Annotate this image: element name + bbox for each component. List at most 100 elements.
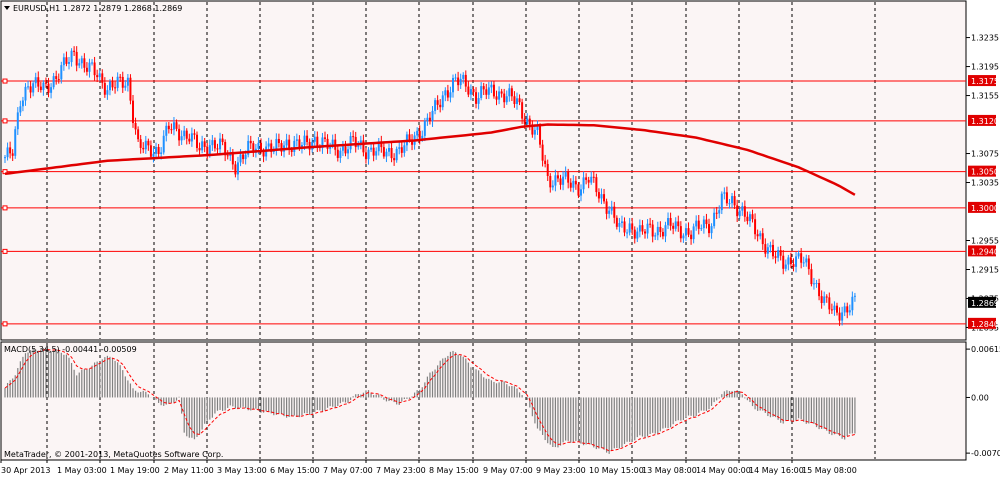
candle-body bbox=[674, 221, 677, 229]
candle-body bbox=[705, 219, 708, 225]
candle-body bbox=[564, 171, 567, 177]
main-chart-area[interactable] bbox=[0, 0, 967, 341]
candle-body bbox=[518, 98, 521, 103]
horizontal-level-lines[interactable] bbox=[1, 78, 966, 327]
candle-body bbox=[234, 164, 237, 175]
macd-tick-label: 0.00615 bbox=[971, 345, 1000, 354]
candle-body bbox=[436, 100, 439, 105]
candle-body bbox=[44, 82, 47, 84]
candle-body bbox=[467, 86, 470, 95]
candle-body bbox=[147, 140, 150, 146]
candle-body bbox=[126, 77, 129, 86]
candle-body bbox=[690, 234, 693, 240]
time-axis: 30 Apr 2013 1 May 03:00 1 May 19:00 2 May 1… bbox=[0, 460, 857, 475]
candle-body bbox=[29, 86, 32, 93]
candle-body bbox=[196, 134, 198, 149]
candle-body bbox=[487, 87, 490, 95]
candle-body bbox=[795, 256, 798, 267]
level-price-text: 1.3175 bbox=[971, 77, 999, 86]
candle-body bbox=[820, 296, 823, 304]
candle-body bbox=[70, 50, 73, 63]
time-label: 7 May 23:00 bbox=[376, 466, 426, 475]
price-tick-label: 1.3235 bbox=[971, 34, 999, 43]
level-price-box bbox=[968, 75, 996, 87]
candle-body bbox=[485, 89, 488, 95]
candle-body bbox=[551, 185, 554, 188]
candle-body bbox=[339, 150, 342, 158]
candle-body bbox=[738, 210, 741, 217]
level-price-text: 1.3120 bbox=[971, 117, 999, 126]
candle-body bbox=[423, 120, 426, 136]
chart-menu-arrow-icon[interactable] bbox=[4, 6, 10, 10]
candle-body bbox=[597, 192, 600, 199]
candle-body bbox=[75, 51, 78, 66]
level-line-handle[interactable] bbox=[2, 248, 8, 254]
candle-body bbox=[792, 264, 795, 267]
candle-body bbox=[472, 89, 475, 93]
candle-body bbox=[206, 146, 209, 155]
candle-body bbox=[167, 125, 170, 130]
candle-body bbox=[452, 78, 454, 93]
candle-body bbox=[556, 175, 559, 179]
price-tick-label: 1.3035 bbox=[971, 179, 999, 188]
candle-body bbox=[37, 77, 40, 87]
time-label: 7 May 07:00 bbox=[323, 466, 373, 475]
candle-body bbox=[641, 225, 644, 232]
candle-body bbox=[139, 139, 142, 148]
candle-body bbox=[354, 137, 357, 148]
candle-body bbox=[34, 77, 37, 84]
macd-histogram bbox=[4, 347, 856, 454]
candle-body bbox=[57, 79, 60, 81]
current-price-text: 1.2869 bbox=[971, 299, 999, 308]
candle-body bbox=[628, 223, 631, 233]
candle-body bbox=[656, 226, 659, 236]
candle-body bbox=[503, 93, 506, 103]
candle-body bbox=[367, 149, 370, 160]
candle-body bbox=[457, 77, 460, 86]
candle-body bbox=[523, 118, 526, 124]
candle-body bbox=[513, 96, 516, 104]
candle-body bbox=[644, 231, 646, 234]
candle-body bbox=[155, 146, 158, 154]
candle-body bbox=[226, 155, 229, 157]
candle-body bbox=[306, 135, 309, 142]
candle-body bbox=[526, 118, 529, 124]
candle-body bbox=[708, 224, 710, 234]
candle-body bbox=[390, 148, 393, 159]
candle-body bbox=[411, 139, 414, 145]
candle-body bbox=[388, 148, 390, 152]
level-line-handle[interactable] bbox=[2, 78, 8, 84]
candle-body bbox=[52, 76, 55, 88]
candle-body bbox=[508, 88, 511, 97]
candle-body bbox=[213, 140, 216, 149]
candle-body bbox=[341, 146, 344, 151]
candle-body bbox=[574, 180, 577, 185]
candle-body bbox=[684, 228, 687, 236]
level-line-handle[interactable] bbox=[2, 205, 8, 211]
level-line-handle[interactable] bbox=[2, 321, 8, 327]
candle-body bbox=[50, 87, 53, 93]
time-label: 1 May 03:00 bbox=[57, 466, 107, 475]
candle-body bbox=[477, 98, 480, 104]
candle-body bbox=[421, 135, 424, 139]
candle-body bbox=[21, 100, 24, 107]
candle-body bbox=[303, 135, 306, 146]
macd-axis: 0.00615 0.00 -0.00708 bbox=[966, 345, 1000, 458]
candle-body bbox=[669, 218, 672, 226]
candle-body bbox=[733, 196, 736, 206]
candle-body bbox=[800, 253, 803, 263]
candle-body bbox=[91, 62, 94, 64]
candle-body bbox=[633, 229, 636, 239]
candle-body bbox=[103, 82, 106, 95]
candle-body bbox=[802, 262, 805, 264]
macd-header: MACD(5,34,5) -0.00441 -0.00509 bbox=[4, 345, 137, 354]
candle-body bbox=[677, 221, 680, 227]
candle-body bbox=[528, 118, 531, 125]
time-label: 1 May 19:00 bbox=[110, 466, 160, 475]
candle-body bbox=[398, 147, 401, 149]
candle-body bbox=[280, 143, 283, 152]
candlesticks bbox=[4, 46, 856, 326]
level-line-handle[interactable] bbox=[2, 118, 8, 124]
candle-body bbox=[516, 98, 518, 104]
